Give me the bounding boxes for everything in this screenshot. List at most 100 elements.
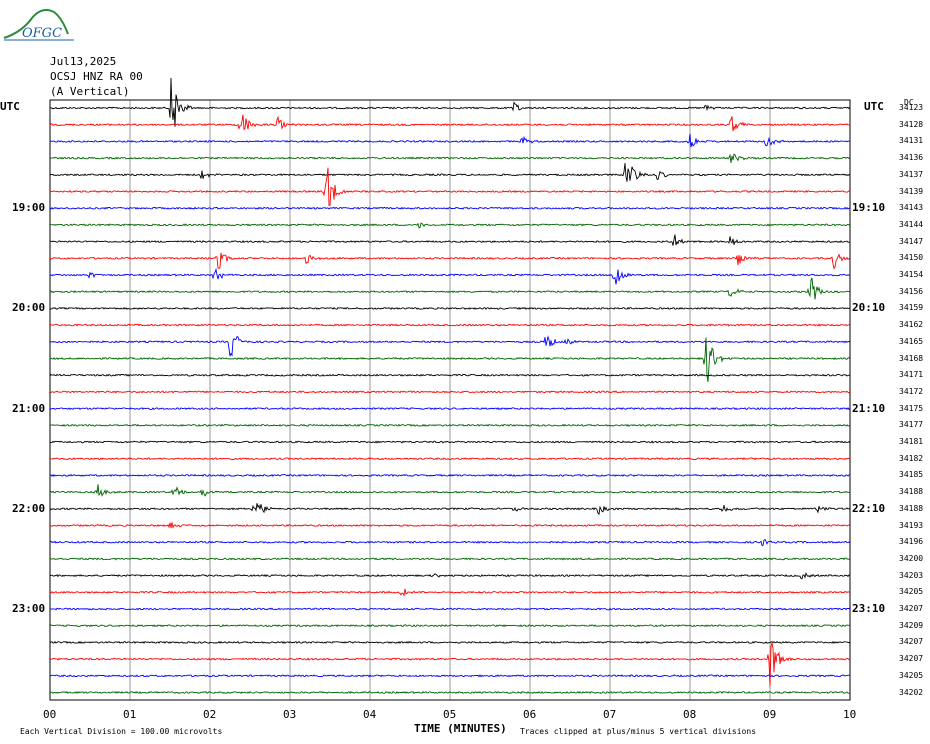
x-tick-label: 07 bbox=[603, 708, 617, 721]
dc-offset-label: 34162 bbox=[899, 320, 924, 330]
x-tick-label: 02 bbox=[203, 708, 217, 721]
station-label: OCSJ HNZ RA 00 bbox=[50, 70, 143, 83]
ofgc-logo bbox=[3, 9, 74, 41]
x-tick-label: 03 bbox=[283, 708, 297, 721]
dc-offset-label: 34156 bbox=[899, 286, 924, 296]
trace-5 bbox=[49, 167, 851, 206]
right-time-label: 22:10 bbox=[852, 501, 886, 515]
dc-offset-label: 34181 bbox=[899, 437, 924, 446]
dc-offset-label: 34175 bbox=[899, 403, 924, 413]
dc-offset-label: 34139 bbox=[899, 186, 924, 196]
plot-frame bbox=[49, 99, 851, 701]
trace-2 bbox=[49, 133, 851, 148]
dc-offset-label: 34165 bbox=[899, 336, 924, 346]
dc-offset-label: 34128 bbox=[899, 119, 924, 129]
dc-offset-label: 34188 bbox=[899, 487, 924, 497]
dc-offset-label: 34207 bbox=[899, 654, 924, 664]
x-tick-label: 09 bbox=[763, 708, 777, 721]
trace-18 bbox=[49, 407, 851, 411]
logo-text: OFGC bbox=[22, 26, 63, 41]
dc-offset-label: 34144 bbox=[899, 219, 924, 229]
dc-offset-label: 34171 bbox=[899, 370, 924, 380]
dc-offset-label: 34209 bbox=[899, 620, 924, 630]
dc-offset-label: 34123 bbox=[899, 103, 924, 112]
trace-8 bbox=[49, 234, 851, 246]
footer-clip-note: Traces clipped at plus/minus 5 vertical … bbox=[520, 727, 757, 736]
trace-20 bbox=[49, 440, 851, 444]
left-time-label: 22:00 bbox=[12, 501, 46, 515]
x-tick-label: 06 bbox=[523, 708, 537, 721]
trace-15 bbox=[49, 337, 851, 382]
trace-17 bbox=[49, 390, 851, 394]
trace-32 bbox=[49, 640, 851, 644]
right-time-label: 20:10 bbox=[852, 301, 886, 315]
trace-4 bbox=[49, 163, 851, 182]
dc-offset-label: 34203 bbox=[899, 570, 924, 580]
footer-scale-note: Each Vertical Division = 100.00 microvol… bbox=[20, 727, 223, 736]
dc-offset-label: 34202 bbox=[899, 687, 924, 697]
dc-offset-label: 34168 bbox=[899, 353, 924, 363]
right-time-label: 19:10 bbox=[852, 201, 886, 215]
dc-offset-label: 34205 bbox=[899, 670, 924, 680]
component-label: (A Vertical) bbox=[50, 85, 130, 98]
trace-27 bbox=[49, 557, 851, 561]
dc-offset-label: 34205 bbox=[899, 587, 924, 597]
trace-19 bbox=[49, 423, 851, 427]
trace-16 bbox=[49, 373, 851, 377]
dc-offset-label: 34207 bbox=[899, 604, 924, 613]
right-time-label: 23:10 bbox=[852, 602, 886, 615]
dc-offset-label: 34159 bbox=[899, 303, 924, 313]
dc-offset-label: 34136 bbox=[899, 153, 924, 163]
left-time-label: 23:00 bbox=[12, 602, 46, 615]
left-time-label: 20:00 bbox=[12, 301, 46, 315]
trace-33 bbox=[49, 642, 851, 687]
trace-34 bbox=[49, 674, 851, 678]
trace-14 bbox=[49, 335, 851, 357]
utc-left-label: UTC bbox=[0, 100, 20, 113]
dc-offset-label: 34143 bbox=[899, 203, 924, 213]
trace-1 bbox=[49, 114, 851, 132]
dc-offset-label: 34188 bbox=[899, 503, 924, 513]
trace-24 bbox=[49, 503, 851, 515]
dc-offset-label: 34196 bbox=[899, 537, 924, 547]
x-tick-label: 10 bbox=[843, 708, 857, 721]
trace-28 bbox=[49, 572, 851, 580]
trace-29 bbox=[49, 588, 851, 597]
date-label: Jul13,2025 bbox=[50, 55, 117, 68]
x-tick-label: 01 bbox=[123, 708, 137, 721]
trace-21 bbox=[49, 457, 851, 461]
trace-6 bbox=[49, 206, 851, 210]
dc-offset-label: 34150 bbox=[899, 253, 924, 263]
trace-11 bbox=[49, 277, 851, 300]
trace-3 bbox=[49, 153, 851, 163]
trace-7 bbox=[49, 222, 851, 229]
x-tick-label: 04 bbox=[363, 708, 377, 721]
dc-offset-label: 34177 bbox=[899, 420, 924, 430]
left-time-label: 19:00 bbox=[12, 201, 46, 215]
x-tick-label: 05 bbox=[443, 708, 457, 721]
dc-offset-label: 34137 bbox=[899, 169, 924, 179]
dc-offset-label: 34172 bbox=[899, 386, 924, 396]
x-axis-title: TIME (MINUTES) bbox=[414, 722, 507, 735]
trace-9 bbox=[49, 252, 851, 270]
trace-23 bbox=[49, 484, 851, 497]
dc-label: DC bbox=[904, 98, 914, 107]
dc-offset-label: 34182 bbox=[899, 453, 924, 463]
dc-offset-label: 34147 bbox=[899, 236, 924, 246]
trace-31 bbox=[49, 624, 851, 628]
trace-0 bbox=[49, 77, 851, 127]
dc-offset-label: 34200 bbox=[899, 553, 924, 563]
trace-25 bbox=[49, 522, 851, 529]
trace-35 bbox=[49, 690, 851, 694]
dc-offset-label: 34207 bbox=[899, 637, 924, 647]
dc-offset-label: 34185 bbox=[899, 470, 924, 480]
dc-offset-label: 34131 bbox=[899, 136, 924, 146]
x-tick-label: 00 bbox=[43, 708, 57, 721]
trace-22 bbox=[49, 473, 850, 477]
left-time-label: 21:00 bbox=[12, 401, 46, 415]
x-tick-label: 08 bbox=[683, 708, 697, 721]
trace-12 bbox=[50, 306, 851, 310]
utc-right-label: UTC bbox=[864, 100, 884, 113]
trace-13 bbox=[49, 323, 851, 327]
